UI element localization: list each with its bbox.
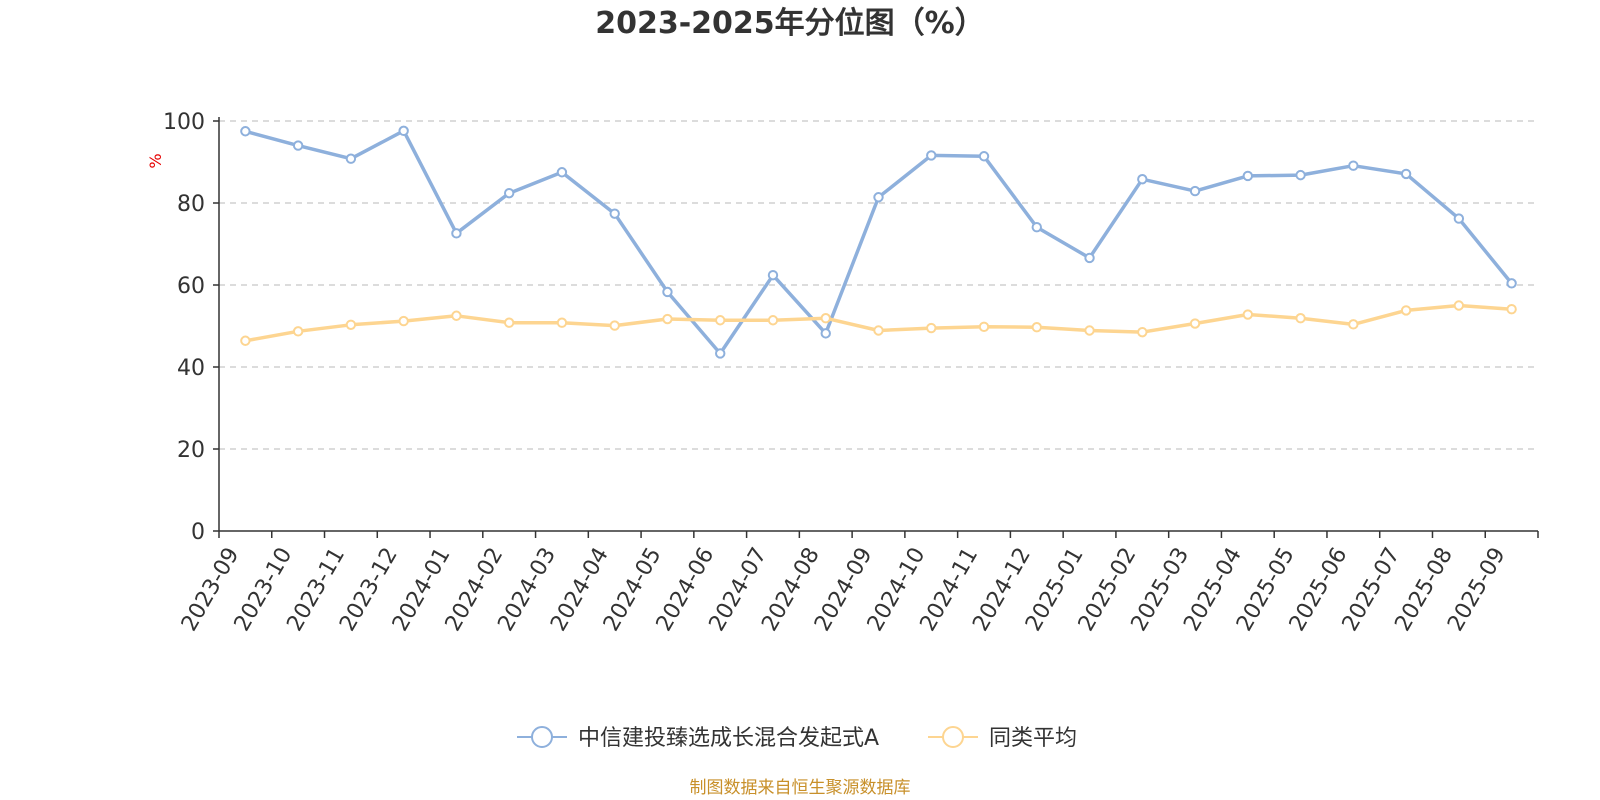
series-lines bbox=[240, 125, 1517, 359]
data-point[interactable] bbox=[451, 310, 462, 321]
data-point[interactable] bbox=[1506, 278, 1517, 289]
y-tick-label: 100 bbox=[163, 110, 205, 135]
data-point[interactable] bbox=[767, 315, 779, 326]
data-point[interactable] bbox=[503, 317, 515, 328]
data-point[interactable] bbox=[398, 315, 409, 327]
legend-marker-0 bbox=[531, 726, 553, 748]
chart-title: 2023-2025年分位图（%） bbox=[595, 6, 985, 41]
data-point[interactable] bbox=[662, 286, 673, 298]
data-point[interactable] bbox=[820, 328, 831, 339]
y-axis-label: % bbox=[146, 153, 165, 168]
data-point[interactable] bbox=[1031, 322, 1042, 333]
data-point[interactable] bbox=[873, 192, 884, 203]
source-note: 制图数据来自恒生聚源数据库 bbox=[690, 778, 911, 798]
data-point[interactable] bbox=[345, 319, 357, 330]
data-point[interactable] bbox=[609, 320, 620, 331]
y-tick-label: 60 bbox=[177, 274, 205, 299]
data-point[interactable] bbox=[820, 313, 831, 324]
legend-label-0: 中信建投臻选成长混合发起式A bbox=[578, 726, 879, 751]
data-point[interactable] bbox=[556, 167, 568, 178]
legend-label-1: 同类平均 bbox=[989, 726, 1077, 751]
data-point[interactable] bbox=[292, 326, 304, 337]
data-point[interactable] bbox=[1242, 309, 1254, 320]
legend-item-1[interactable]: 同类平均 bbox=[928, 726, 1077, 751]
data-point[interactable] bbox=[1348, 160, 1359, 171]
data-point[interactable] bbox=[1189, 318, 1201, 329]
data-point[interactable] bbox=[609, 208, 620, 219]
data-point[interactable] bbox=[1137, 326, 1148, 338]
data-point[interactable] bbox=[503, 187, 515, 199]
series-0 bbox=[240, 125, 1517, 359]
x-axis-ticks: 2023-092023-102023-112023-122024-012024-… bbox=[177, 531, 1539, 636]
y-axis-ticks: 0 20 40 60 80 100 bbox=[163, 110, 219, 545]
data-point[interactable] bbox=[978, 151, 990, 162]
data-point[interactable] bbox=[1242, 170, 1254, 182]
data-point[interactable] bbox=[715, 315, 726, 326]
data-point[interactable] bbox=[398, 125, 409, 137]
data-point[interactable] bbox=[292, 140, 304, 151]
data-point[interactable] bbox=[451, 228, 462, 239]
y-tick-label: 40 bbox=[177, 356, 205, 381]
data-point[interactable] bbox=[1400, 305, 1412, 316]
data-point[interactable] bbox=[240, 335, 251, 346]
data-point[interactable] bbox=[873, 325, 884, 336]
data-point[interactable] bbox=[926, 150, 937, 161]
grid-lines bbox=[219, 120, 1538, 450]
data-point[interactable] bbox=[1453, 213, 1465, 224]
data-point[interactable] bbox=[1031, 221, 1042, 233]
data-point[interactable] bbox=[1295, 313, 1306, 324]
legend-marker-1 bbox=[942, 726, 964, 748]
data-point[interactable] bbox=[715, 348, 726, 359]
data-point[interactable] bbox=[1084, 252, 1095, 264]
data-point[interactable] bbox=[926, 322, 937, 334]
data-point[interactable] bbox=[345, 153, 357, 164]
y-tick-label: 0 bbox=[191, 520, 205, 545]
data-point[interactable] bbox=[1400, 168, 1412, 180]
data-point[interactable] bbox=[1453, 300, 1465, 311]
data-point[interactable] bbox=[556, 317, 568, 328]
data-point[interactable] bbox=[1348, 319, 1359, 330]
series-1 bbox=[240, 300, 1517, 346]
data-point[interactable] bbox=[240, 126, 251, 137]
data-point[interactable] bbox=[1137, 174, 1148, 185]
data-point[interactable] bbox=[767, 269, 779, 281]
data-point[interactable] bbox=[1506, 303, 1517, 315]
data-point[interactable] bbox=[662, 313, 673, 325]
data-point[interactable] bbox=[1189, 185, 1201, 197]
data-point[interactable] bbox=[1084, 325, 1095, 336]
data-point[interactable] bbox=[1295, 169, 1306, 181]
y-tick-label: 80 bbox=[177, 192, 205, 217]
y-tick-label: 20 bbox=[177, 438, 205, 463]
legend: 中信建投臻选成长混合发起式A 同类平均 bbox=[517, 726, 1077, 751]
data-point[interactable] bbox=[978, 321, 990, 333]
legend-item-0[interactable]: 中信建投臻选成长混合发起式A bbox=[517, 726, 879, 751]
